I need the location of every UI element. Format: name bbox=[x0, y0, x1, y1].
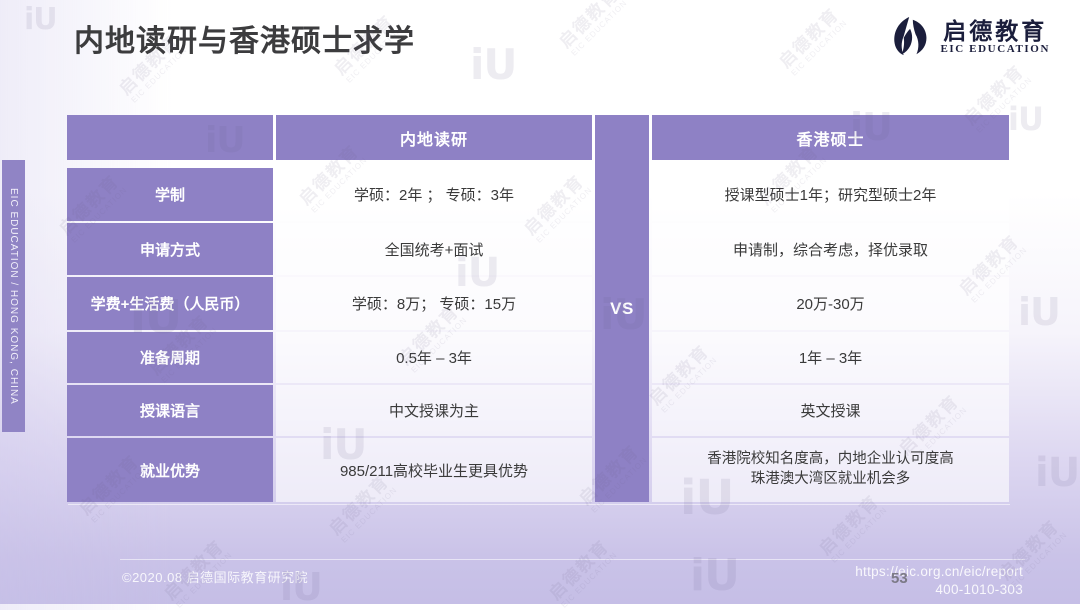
mainland-application: 全国统考+面试 bbox=[276, 223, 592, 275]
footer-copyright: ©2020.08 启德国际教育研究院 bbox=[122, 570, 309, 585]
page-title: 内地读研与香港硕士求学 bbox=[74, 25, 415, 58]
table-bottom-divider bbox=[68, 504, 1010, 505]
watermark-iu-logo: iU bbox=[24, 2, 58, 37]
footer-contact: https://eic.org.cn/eic/report 400-1010-3… bbox=[855, 563, 1023, 599]
hongkong-duration: 授课型硕士1年；研究型硕士2年 bbox=[652, 168, 1009, 221]
watermark-iu-logo: iU bbox=[1035, 450, 1080, 496]
row-label-language: 授课语言 bbox=[67, 385, 273, 436]
side-vertical-banner: EIC EDUCATION / HONG KONG, CHINA bbox=[2, 160, 25, 432]
hongkong-language: 英文授课 bbox=[652, 385, 1009, 436]
hongkong-cost: 20万-30万 bbox=[652, 277, 1009, 330]
mainland-preparation: 0.5年 – 3年 bbox=[276, 332, 592, 383]
row-label-cost: 学费+生活费（人民币） bbox=[67, 277, 273, 330]
header-empty-cell bbox=[67, 115, 273, 160]
mainland-employment: 985/211高校毕业生更具优势 bbox=[276, 438, 592, 502]
row-label-duration: 学制 bbox=[67, 168, 273, 221]
footer-url: https://eic.org.cn/eic/report bbox=[855, 564, 1023, 579]
hongkong-employment-line1: 香港院校知名度高，内地企业认可度高 bbox=[707, 451, 954, 468]
mainland-language: 中文授课为主 bbox=[276, 385, 592, 436]
eic-logo: 启德教育 EIC EDUCATION bbox=[891, 15, 1050, 59]
hongkong-employment: 香港院校知名度高，内地企业认可度高 珠港澳大湾区就业机会多 bbox=[652, 438, 1009, 502]
hongkong-application: 申请制，综合考虑，择优录取 bbox=[652, 223, 1009, 275]
logo-text-en: EIC EDUCATION bbox=[940, 43, 1050, 56]
mainland-duration: 学硕：2年 ； 专硕：3年 bbox=[276, 168, 592, 221]
header-hongkong: 香港硕士 bbox=[652, 115, 1009, 160]
row-label-employment: 就业优势 bbox=[67, 438, 273, 502]
watermark-iu-logo: iU bbox=[1018, 290, 1061, 334]
mainland-cost: 学硕：8万； 专硕：15万 bbox=[276, 277, 592, 330]
row-label-application: 申请方式 bbox=[67, 223, 273, 275]
footer-phone: 400-1010-303 bbox=[935, 582, 1023, 598]
hongkong-preparation: 1年 – 3年 bbox=[652, 332, 1009, 383]
side-banner-label: EIC EDUCATION / HONG KONG, CHINA bbox=[8, 187, 19, 405]
page-number: 53 bbox=[891, 570, 908, 587]
header-mainland: 内地读研 bbox=[276, 115, 592, 160]
watermark-iu-logo: iU bbox=[690, 550, 740, 601]
footer-divider bbox=[120, 559, 1025, 560]
watermark-iu-logo: iU bbox=[1008, 100, 1044, 138]
watermark-iu-logo: iU bbox=[470, 40, 518, 89]
eic-logo-icon bbox=[894, 17, 927, 56]
row-label-preparation: 准备周期 bbox=[67, 332, 273, 383]
comparison-table: 内地读研 香港硕士 VS 学制 学硕：2年 ； 专硕：3年 授课型硕士1年；研究… bbox=[67, 115, 1009, 502]
vs-divider: VS bbox=[595, 115, 649, 502]
hongkong-employment-line2: 珠港澳大湾区就业机会多 bbox=[750, 471, 911, 487]
logo-text-cn: 启德教育 bbox=[943, 17, 1048, 44]
